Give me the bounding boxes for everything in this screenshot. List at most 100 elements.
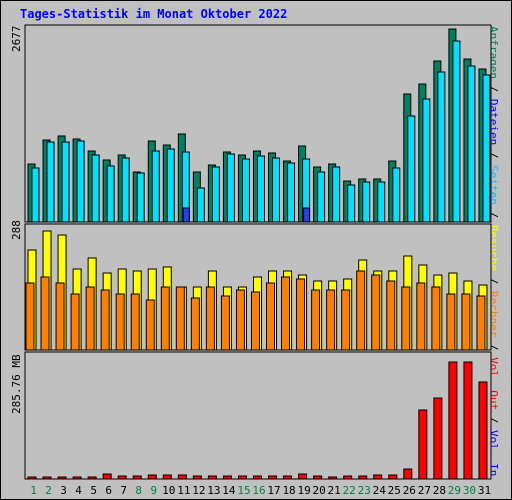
- x-tick-label-day-28: 28: [433, 484, 446, 497]
- bar-dateien-day-20: [317, 171, 326, 223]
- bar-dateien-day-12: [196, 187, 205, 223]
- bar-vol-out-day-5: [87, 476, 97, 480]
- bar-vol-out-day-21: [328, 476, 338, 480]
- bar-seiten-day-11: [182, 207, 190, 223]
- bar-dateien-day-5: [91, 154, 100, 223]
- bar-rechner-day-2: [40, 276, 50, 351]
- bar-dateien-day-16: [256, 155, 265, 223]
- bar-vol-out-day-30: [463, 361, 473, 480]
- x-tick-label-day-8: 8: [135, 484, 142, 497]
- bar-vol-out-day-7: [117, 475, 127, 480]
- bar-vol-out-day-31: [478, 381, 488, 480]
- bar-rechner-day-1: [25, 282, 35, 351]
- bar-vol-out-day-22: [343, 475, 353, 480]
- x-tick-label-day-7: 7: [120, 484, 127, 497]
- bar-vol-out-day-10: [162, 474, 172, 480]
- bar-dateien-day-4: [76, 140, 85, 223]
- x-tick-label-day-12: 12: [192, 484, 205, 497]
- bar-vol-out-day-29: [448, 361, 458, 480]
- bar-rechner-day-30: [461, 293, 471, 351]
- x-tick-label-day-15: 15: [237, 484, 250, 497]
- bar-vol-out-day-20: [313, 475, 323, 480]
- bar-rechner-day-29: [446, 293, 456, 351]
- bar-dateien-day-1: [31, 167, 40, 223]
- x-tick-label-day-9: 9: [150, 484, 157, 497]
- bar-dateien-day-9: [151, 150, 160, 223]
- bar-vol-out-day-12: [192, 475, 202, 480]
- x-tick-label-day-5: 5: [90, 484, 97, 497]
- x-tick-label-day-1: 1: [30, 484, 37, 497]
- bar-rechner-day-19: [296, 278, 306, 351]
- bar-vol-out-day-17: [268, 475, 278, 480]
- bar-vol-out-day-19: [298, 473, 308, 480]
- bar-rechner-day-4: [70, 293, 80, 351]
- bar-vol-out-day-18: [283, 475, 293, 480]
- bar-dateien-day-8: [136, 172, 145, 223]
- bar-rechner-day-13: [205, 286, 215, 351]
- bar-rechner-day-26: [401, 286, 411, 351]
- bar-rechner-day-14: [220, 295, 230, 351]
- x-tick-label-day-11: 11: [177, 484, 190, 497]
- x-tick-label-day-19: 19: [297, 484, 310, 497]
- bar-vol-out-day-16: [252, 475, 262, 480]
- x-tick-label-day-26: 26: [403, 484, 416, 497]
- x-tick-label-day-31: 31: [478, 484, 491, 497]
- bar-dateien-day-30: [467, 65, 476, 223]
- bar-dateien-day-14: [226, 153, 235, 223]
- x-tick-label-day-3: 3: [60, 484, 67, 497]
- bar-vol-out-day-3: [57, 476, 67, 480]
- bar-rechner-day-27: [416, 282, 426, 351]
- bar-dateien-day-13: [211, 166, 220, 223]
- x-tick-label-day-21: 21: [328, 484, 341, 497]
- bar-dateien-day-28: [437, 71, 446, 223]
- bar-rechner-day-24: [371, 274, 381, 351]
- bar-rechner-day-25: [386, 280, 396, 351]
- bar-dateien-day-22: [347, 184, 356, 223]
- chart-title: Tages-Statistik im Monat Oktober 2022: [20, 7, 288, 21]
- bar-dateien-day-21: [332, 166, 341, 223]
- x-tick-label-day-14: 14: [222, 484, 236, 497]
- bar-rechner-day-18: [281, 276, 291, 351]
- bar-rechner-day-7: [115, 293, 125, 351]
- x-tick-label-day-4: 4: [75, 484, 82, 497]
- x-tick-label-day-22: 22: [343, 484, 356, 497]
- x-tick-label-day-6: 6: [105, 484, 112, 497]
- x-tick-label-day-2: 2: [45, 484, 52, 497]
- bar-rechner-day-28: [431, 286, 441, 351]
- x-tick-label-day-29: 29: [448, 484, 461, 497]
- bar-vol-out-day-14: [222, 475, 232, 480]
- bar-rechner-day-21: [326, 289, 336, 351]
- bar-vol-out-day-11: [177, 474, 187, 480]
- bar-vol-out-day-9: [147, 474, 157, 480]
- bar-vol-out-day-28: [433, 397, 443, 480]
- bar-dateien-day-3: [61, 141, 70, 223]
- x-tick-label-day-25: 25: [388, 484, 401, 497]
- bar-rechner-day-8: [130, 293, 140, 351]
- bar-dateien-day-17: [272, 157, 281, 223]
- bar-dateien-day-15: [241, 158, 250, 223]
- bar-rechner-day-12: [190, 297, 200, 351]
- bar-rechner-day-11: [175, 286, 185, 351]
- bar-vol-out-day-8: [132, 475, 142, 480]
- x-tick-label-day-13: 13: [207, 484, 220, 497]
- bar-rechner-day-16: [250, 291, 260, 351]
- bar-rechner-day-23: [356, 270, 366, 351]
- bar-seiten-day-19: [303, 207, 311, 223]
- bar-vol-out-day-4: [72, 476, 82, 480]
- bar-dateien-day-24: [377, 181, 386, 223]
- bar-vol-out-day-26: [403, 468, 413, 480]
- bar-dateien-day-27: [422, 98, 431, 223]
- x-tick-label-day-10: 10: [162, 484, 175, 497]
- bar-rechner-day-6: [100, 289, 110, 351]
- bar-dateien-day-2: [46, 141, 55, 223]
- bar-rechner-day-17: [266, 282, 276, 351]
- bar-dateien-day-25: [392, 167, 401, 223]
- bar-dateien-day-31: [482, 74, 491, 223]
- x-tick-label-day-17: 17: [267, 484, 280, 497]
- bar-rechner-day-15: [235, 289, 245, 351]
- bar-rechner-day-10: [160, 286, 170, 351]
- bar-vol-out-day-1: [27, 476, 37, 480]
- bar-dateien-day-26: [407, 115, 416, 223]
